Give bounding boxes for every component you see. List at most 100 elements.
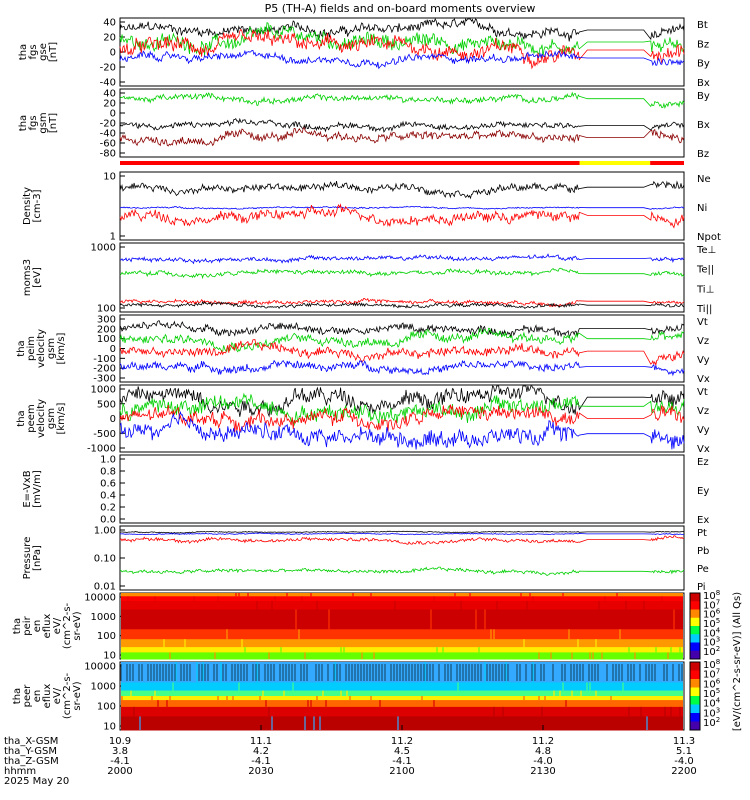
y-tick-label: -60 [100, 139, 116, 150]
series-line-black [119, 320, 685, 339]
footer-label: hhmm [4, 766, 36, 777]
heatmap-cell [379, 700, 381, 707]
heatmap-cell [373, 652, 375, 659]
series-line-red [119, 28, 685, 70]
colorbar-top-frame [689, 592, 701, 660]
footer-value: 2200 [671, 766, 696, 777]
y-tick-label: 200 [97, 324, 116, 335]
heatmap-cell [238, 593, 240, 597]
heatmap-cell [349, 696, 351, 701]
panel-mode_bar [120, 161, 684, 165]
panel-peir_eflux: 10000 1000 100 10 tha peir en eflux eV/(cm^2-s-s… [12, 592, 685, 662]
heatmap-cell [526, 600, 528, 610]
heatmap-cell [256, 600, 258, 610]
heatmap-cell [490, 629, 492, 640]
y-tick-label: -40 [100, 78, 116, 89]
y-tick-label: 1000 [91, 612, 116, 623]
y-axis-label: (cm^2-s- [62, 672, 73, 719]
y-axis-label: sr-eV) [72, 681, 83, 710]
colorbar-top-band [690, 650, 700, 660]
heatmap-cell [328, 609, 330, 630]
y-axis-label: (cm^2-s- [62, 602, 73, 649]
heatmap-cell [217, 696, 219, 701]
legend-entry: Vt [697, 317, 708, 328]
y-tick-label: 0 [110, 414, 116, 425]
heatmap-cell [679, 647, 681, 653]
heatmap-cell [352, 593, 354, 597]
heatmap-band [121, 706, 683, 717]
heatmap-cell [550, 652, 552, 659]
heatmap-cell [184, 639, 186, 648]
heatmap-cell [226, 696, 228, 701]
y-axis-label: velocity [36, 329, 47, 368]
y-axis-label: tha [12, 618, 23, 634]
heatmap-cell [667, 652, 669, 659]
y-axis-label: [km/s] [56, 332, 67, 364]
series-line-green [119, 267, 685, 280]
y-tick-label: 10 [103, 651, 116, 662]
heatmap-cell [151, 696, 153, 701]
heatmap-band [121, 690, 683, 697]
heatmap-cell [370, 696, 372, 701]
footer-label: tha_X-GSM [4, 736, 58, 747]
legend-entry: Te|| [696, 265, 714, 276]
heatmap-band [121, 629, 683, 640]
y-tick-label: -200 [93, 364, 116, 375]
heatmap-cell [589, 652, 591, 659]
y-tick-label: 0.01 [94, 582, 116, 593]
y-axis-label: Density [22, 187, 33, 225]
heatmap-cell [538, 696, 540, 701]
y-axis-label: moms3 [22, 259, 33, 296]
heatmap-cell [655, 647, 657, 653]
colorbar-top-band [690, 642, 700, 652]
y-tick-label: -20 [100, 63, 116, 74]
y-tick-label: 0.6 [100, 479, 116, 490]
colorbar-top-band [690, 609, 700, 619]
heatmap-cell [397, 716, 399, 730]
panel-frame [119, 242, 685, 313]
heatmap-cell [193, 596, 195, 601]
heatmap-cell [532, 662, 534, 683]
heatmap-cell [559, 690, 561, 696]
y-tick-label: 40 [103, 18, 116, 29]
heatmap-cell [580, 690, 582, 696]
colorbar-top-band [690, 617, 700, 627]
heatmap-band [121, 639, 683, 648]
series-line-red [119, 404, 685, 434]
y-axis-label: [mV/m] [32, 470, 43, 508]
legend-entry: Vy [697, 355, 710, 366]
heatmap-cell [196, 662, 198, 683]
y-tick-label: 20 [103, 99, 116, 110]
panel-efield: 1.00.80.60.40.20.0 E=-VxB [mV/m] Ez Ey Ex [22, 454, 709, 526]
heatmap-cell [640, 706, 642, 717]
heatmap-cell [340, 647, 342, 653]
series-line-green [119, 566, 685, 576]
legend-entry: Bz [697, 149, 709, 160]
y-axis-label: eV/ [52, 687, 63, 704]
panel-density: 10 1 Density [cm-3] Ne Ni Npot [22, 171, 721, 243]
heatmap-cell [361, 652, 363, 659]
heatmap-cell [604, 596, 606, 601]
y-tick-label: 100 [97, 631, 116, 642]
heatmap-cell [592, 652, 594, 659]
heatmap-cell [340, 690, 342, 696]
heatmap-cell [394, 600, 396, 610]
y-axis-label: en [32, 690, 43, 703]
panel-pressure: 1.00 0.10 0.01 Pressure [nPa] Pt Pb Pe Pi [22, 525, 709, 593]
series-line-black [119, 180, 685, 200]
y-tick-label: 300 [97, 315, 116, 326]
footer-value: 2030 [248, 766, 273, 777]
footer-value: -4.0 [674, 756, 694, 767]
heatmap-cell [505, 662, 507, 683]
heatmap-band [121, 682, 683, 692]
legend-entry: Ex [697, 515, 709, 526]
y-axis-label: Pressure [22, 537, 33, 580]
mode-bar-segment [120, 161, 580, 165]
footer-value: 11.1 [250, 736, 272, 747]
y-tick-label: 500 [97, 399, 116, 410]
heatmap-cell [304, 652, 306, 659]
heatmap-cell [619, 629, 621, 640]
footer-label: tha_Z-GSM [4, 756, 59, 767]
footer-value: 11.3 [673, 736, 695, 747]
